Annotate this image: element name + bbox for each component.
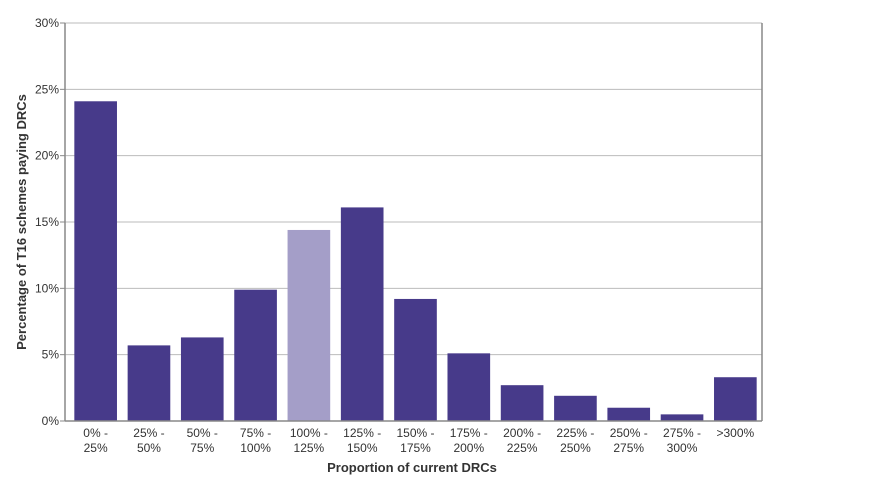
bar — [287, 229, 331, 421]
bar — [340, 207, 384, 421]
x-tick-label: 75% -100% — [240, 426, 271, 455]
axes — [60, 22, 763, 422]
x-tick-label: >300% — [716, 426, 754, 440]
bar — [500, 385, 544, 421]
bars — [74, 101, 757, 422]
y-tick-label: 20% — [35, 149, 59, 163]
y-axis-title: Percentage of T16 schemes paying DRCs — [14, 94, 29, 350]
bar — [180, 337, 224, 421]
y-tick-label: 25% — [35, 82, 59, 96]
bar — [714, 377, 757, 421]
x-axis-title: Proportion of current DRCs — [327, 460, 497, 475]
bar — [660, 414, 704, 421]
x-tick-labels: 0% -25% 25% -50% 50% -75% 75% -100% 100% -12… — [83, 426, 754, 455]
grid-lines — [65, 22, 762, 356]
x-tick-label: 100% -125% — [290, 426, 328, 455]
bar — [554, 395, 597, 421]
x-tick-label: 25% -50% — [133, 426, 164, 455]
x-tick-label: 0% -25% — [83, 426, 108, 455]
x-tick-label: 125% -150% — [343, 426, 381, 455]
x-tick-label: 250% -275% — [610, 426, 648, 455]
bar — [74, 101, 117, 422]
bar — [127, 345, 171, 421]
y-tick-labels: 0% 5% 10% 15% 20% 25% 30% — [35, 16, 59, 428]
x-tick-label: 150% -175% — [396, 426, 434, 455]
y-tick-label: 15% — [35, 215, 59, 229]
x-tick-label: 225% -250% — [556, 426, 594, 455]
x-tick-label: 200% -225% — [503, 426, 541, 455]
y-tick-label: 5% — [42, 348, 60, 362]
y-tick-label: 30% — [35, 16, 59, 30]
x-tick-label: 275% -300% — [663, 426, 701, 455]
bar — [234, 289, 277, 421]
y-tick-label: 10% — [35, 281, 59, 295]
bar — [394, 298, 437, 421]
x-tick-label: 50% -75% — [187, 426, 218, 455]
y-tick-label: 0% — [42, 414, 60, 428]
bar — [447, 353, 491, 421]
bar — [607, 407, 651, 421]
x-tick-label: 175% -200% — [450, 426, 488, 455]
